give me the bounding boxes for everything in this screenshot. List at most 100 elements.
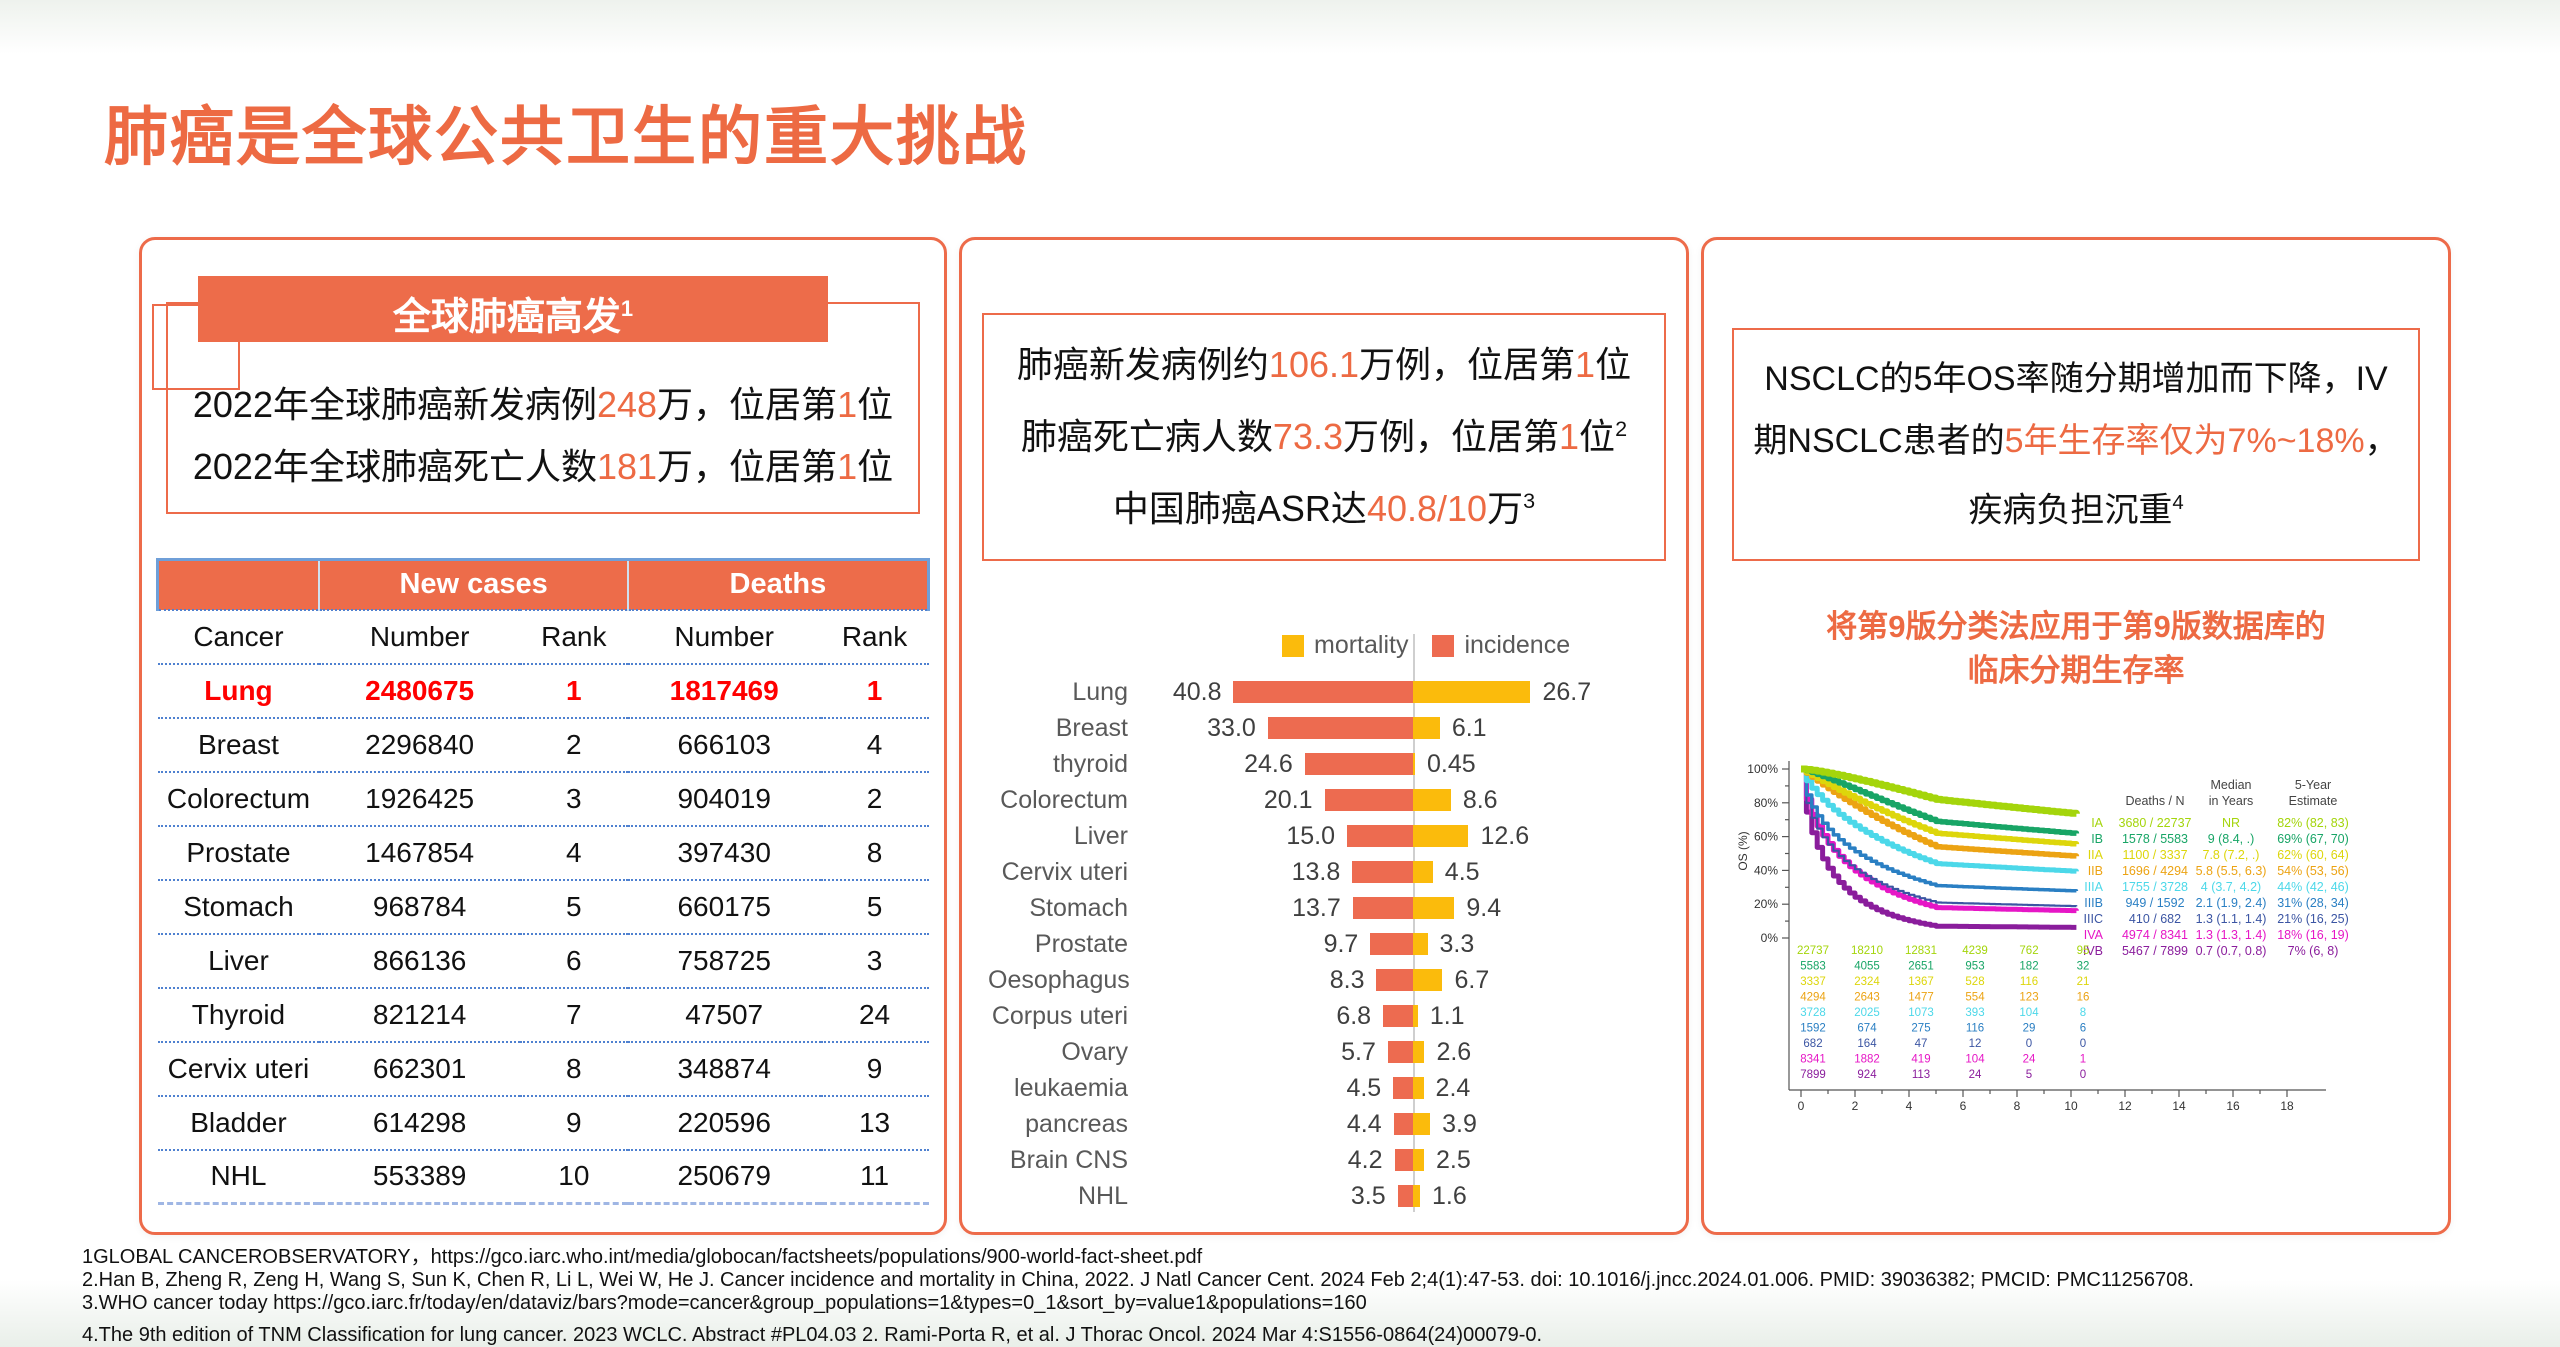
mortality-bar	[1413, 1077, 1424, 1099]
km-legend-row-IIB: IIB 1696 / 4294 5.8 (5.5, 6.3) 54% (53, 56)	[2088, 864, 2349, 878]
svg-text:IA: IA	[2091, 816, 2103, 830]
table-cell: Prostate	[157, 825, 320, 881]
chart-row: pancreas 4.4 3.9	[988, 1106, 1686, 1142]
nsclc-survival-box: NSCLC的5年OS率随分期增加而下降，IV期NSCLC患者的5年生存率仅为7%…	[1732, 328, 2420, 562]
svg-text:7% (6, 8): 7% (6, 8)	[2288, 944, 2339, 958]
text-segment: 万，位居第	[657, 384, 838, 425]
km-legend-row-IVA: IVA 4974 / 8341 1.3 (1.3, 1.4) 18% (16, 19)	[2084, 928, 2349, 942]
column-header-rank-2: Rank	[820, 609, 929, 665]
category-label: Prostate	[1034, 929, 1128, 958]
svg-text:1477: 1477	[1908, 992, 1934, 1004]
svg-text:9 (8.4, .): 9 (8.4, .)	[2208, 832, 2255, 846]
mortality-value: 1.1	[1429, 1001, 1465, 1030]
table-row: NHL 553389 10 250679 11	[157, 1149, 929, 1205]
incidence-zone: 6.8	[1128, 1002, 1413, 1031]
table-cell: 1	[820, 663, 929, 719]
global-lung-cancer-banner: 全球肺癌高发1	[198, 276, 828, 342]
text-segment: 万例，位居第	[1359, 344, 1576, 385]
svg-text:3728: 3728	[1800, 1007, 1826, 1019]
svg-text:5583: 5583	[1800, 961, 1826, 973]
mortality-zone: 6.7	[1413, 966, 1686, 995]
table-cell: 348874	[627, 1041, 821, 1097]
table-row: Stomach 968784 5 660175 5	[157, 879, 929, 935]
text-segment: 万	[1487, 488, 1524, 529]
km-axes	[1782, 761, 2326, 1098]
incidence-value: 4.5	[1346, 1073, 1382, 1102]
incidence-mortality-chart: mortality incidence Lung 40.8 26.7 Breast 33…	[962, 631, 1686, 1214]
svg-text:4294: 4294	[1800, 992, 1826, 1004]
mortality-zone: 3.9	[1413, 1110, 1686, 1139]
chart-row: Breast 33.0 6.1	[988, 710, 1686, 746]
table-cell: 13	[820, 1095, 929, 1151]
global-new-cases-line: 2022年全球肺癌新发病例248万，位居第1位	[176, 374, 910, 436]
svg-text:0: 0	[2080, 1038, 2086, 1050]
table-row: Liver 866136 6 758725 3	[157, 933, 929, 989]
table-cell: 7	[519, 987, 628, 1043]
svg-text:0: 0	[2026, 1038, 2032, 1050]
svg-text:12: 12	[2118, 1099, 2132, 1113]
svg-text:123: 123	[2019, 992, 2038, 1004]
svg-text:528: 528	[1965, 976, 1984, 988]
svg-text:IVA: IVA	[2084, 928, 2104, 942]
svg-text:22737: 22737	[1797, 945, 1829, 957]
chart-legend: mortality incidence	[1282, 631, 1686, 660]
incidence-value: 13.8	[1291, 857, 1341, 886]
left-panel: 全球肺癌高发1 2022年全球肺癌新发病例248万，位居第1位 2022年全球肺…	[139, 237, 947, 1235]
incidence-zone: 3.5	[1128, 1182, 1413, 1211]
text-segment: 4	[2172, 492, 2184, 514]
survival-caption-line-1: 将第9版分类法应用于第9版数据库的	[1826, 609, 2326, 645]
mortality-value: 12.6	[1480, 821, 1530, 850]
mortality-bar	[1413, 1041, 1425, 1063]
table-cell: 5	[519, 879, 628, 935]
text-segment: 位	[1579, 416, 1616, 457]
svg-text:4 (3.7, 4.2): 4 (3.7, 4.2)	[2201, 880, 2261, 894]
category-label: Brain CNS	[1009, 1145, 1128, 1174]
incidence-legend-swatch	[1432, 634, 1455, 657]
incidence-bar	[1370, 933, 1413, 955]
mortality-value: 26.7	[1542, 677, 1592, 706]
table-cell: 758725	[627, 933, 821, 989]
svg-text:12: 12	[1969, 1038, 1982, 1050]
svg-text:44% (42, 46): 44% (42, 46)	[2277, 880, 2349, 894]
column-header-number-2: Number	[627, 609, 821, 665]
incidence-value: 3.5	[1350, 1181, 1386, 1210]
svg-text:IIIC: IIIC	[2084, 912, 2103, 926]
incidence-zone: 13.8	[1128, 858, 1413, 887]
incidence-zone: 4.4	[1128, 1110, 1413, 1139]
china-stats-box: 肺癌新发病例约106.1万例，位居第1位 肺癌死亡病人数73.3万例，位居第1位…	[982, 313, 1666, 561]
svg-text:1.3 (1.1, 1.4): 1.3 (1.1, 1.4)	[2196, 912, 2267, 926]
table-cell: 2	[820, 771, 929, 827]
incidence-bar	[1383, 1005, 1413, 1027]
table-cell: 10	[519, 1149, 628, 1205]
mortality-zone: 2.6	[1413, 1038, 1686, 1067]
incidence-value: 24.6	[1244, 749, 1293, 778]
incidence-value: 6.8	[1336, 1001, 1372, 1030]
table-cell: 1926425	[319, 771, 520, 827]
table-cell: 5	[820, 879, 929, 935]
mortality-zone: 8.6	[1413, 786, 1686, 815]
mortality-bar	[1413, 1149, 1424, 1171]
svg-text:NR: NR	[2222, 816, 2240, 830]
category-label: Liver	[1073, 821, 1128, 850]
incidence-zone: 15.0	[1128, 822, 1413, 851]
km-legend-row-IIA: IIA 1100 / 3337 7.8 (7.2, .) 62% (60, 64)	[2088, 848, 2349, 862]
table-cell: Cervix uteri	[157, 1041, 320, 1097]
corner-cell	[156, 558, 321, 611]
svg-text:32: 32	[2077, 961, 2090, 973]
svg-text:419: 419	[1911, 1054, 1930, 1066]
svg-text:16: 16	[2226, 1099, 2240, 1113]
km-legend-row-IIIA: IIIA 1755 / 3728 4 (3.7, 4.2) 44% (42, 46)	[2084, 880, 2349, 894]
svg-text:21% (16, 25): 21% (16, 25)	[2277, 912, 2349, 926]
highlighted-text: 1	[837, 384, 858, 425]
incidence-value: 40.8	[1172, 677, 1222, 706]
svg-text:953: 953	[1965, 961, 1984, 973]
chart-center-axis	[1413, 634, 1415, 1212]
svg-text:24: 24	[2023, 1054, 2036, 1066]
chart-row: Corpus uteri 6.8 1.1	[988, 998, 1686, 1034]
table-cell: 1817469	[627, 663, 821, 719]
category-label: Lung	[1072, 677, 1128, 706]
svg-text:3337: 3337	[1800, 976, 1826, 988]
mortality-value: 4.5	[1444, 857, 1480, 886]
